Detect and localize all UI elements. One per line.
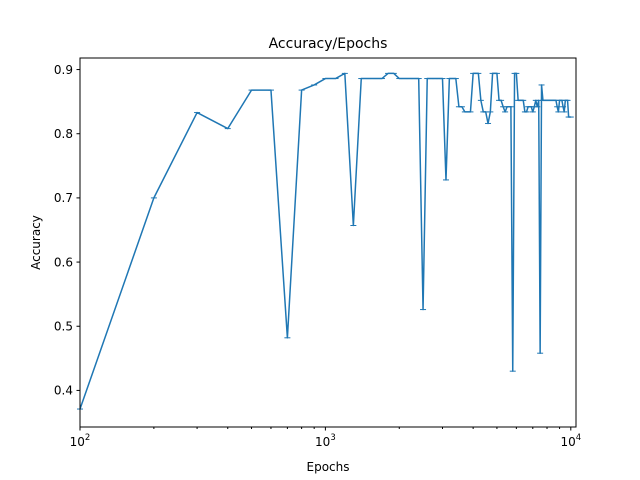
x-tick-exponent: 4	[576, 433, 581, 443]
series-line	[79, 72, 571, 410]
chart-title: Accuracy/Epochs	[269, 36, 388, 52]
y-tick-label: 0.8	[54, 127, 73, 141]
y-tick-label: 0.6	[54, 255, 73, 269]
x-tick-label: 102	[70, 433, 91, 449]
x-tick-exponent: 3	[330, 433, 335, 443]
y-tick-label: 0.9	[54, 63, 73, 77]
x-axis-label: Epochs	[307, 460, 350, 474]
y-tick-label: 0.7	[54, 191, 73, 205]
x-tick-label: 103	[315, 433, 336, 449]
x-tick-base: 10	[315, 435, 330, 449]
x-tick-base: 10	[560, 435, 575, 449]
plot-frame	[79, 57, 577, 428]
y-tick-label: 0.5	[54, 320, 73, 334]
x-tick-label: 104	[560, 433, 581, 449]
x-tick-base: 10	[70, 435, 85, 449]
y-axis-label: Accuracy	[29, 215, 43, 270]
x-tick-exponent: 2	[85, 433, 90, 443]
plot-area	[77, 72, 574, 410]
y-tick-label: 0.4	[54, 384, 73, 398]
y-axis: 0.4 0.5 0.6 0.7 0.8 0.9	[54, 63, 80, 398]
x-axis: 102 103 104	[70, 427, 581, 449]
